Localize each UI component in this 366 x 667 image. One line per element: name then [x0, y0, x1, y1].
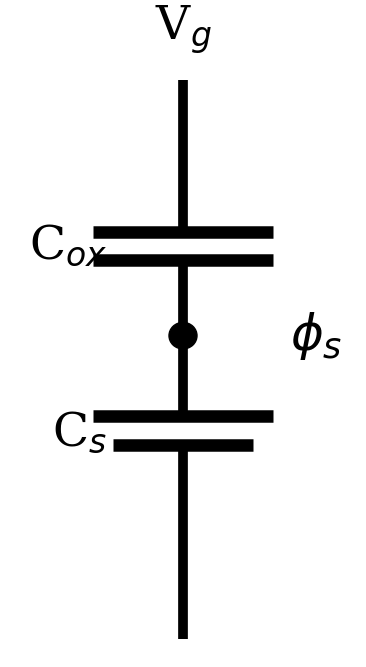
Text: V$_g$: V$_g$ — [154, 4, 212, 57]
Text: C$_{ox}$: C$_{ox}$ — [29, 223, 107, 269]
Text: C$_s$: C$_s$ — [52, 410, 108, 455]
Circle shape — [169, 322, 197, 349]
Text: $\phi_s$: $\phi_s$ — [290, 309, 343, 362]
